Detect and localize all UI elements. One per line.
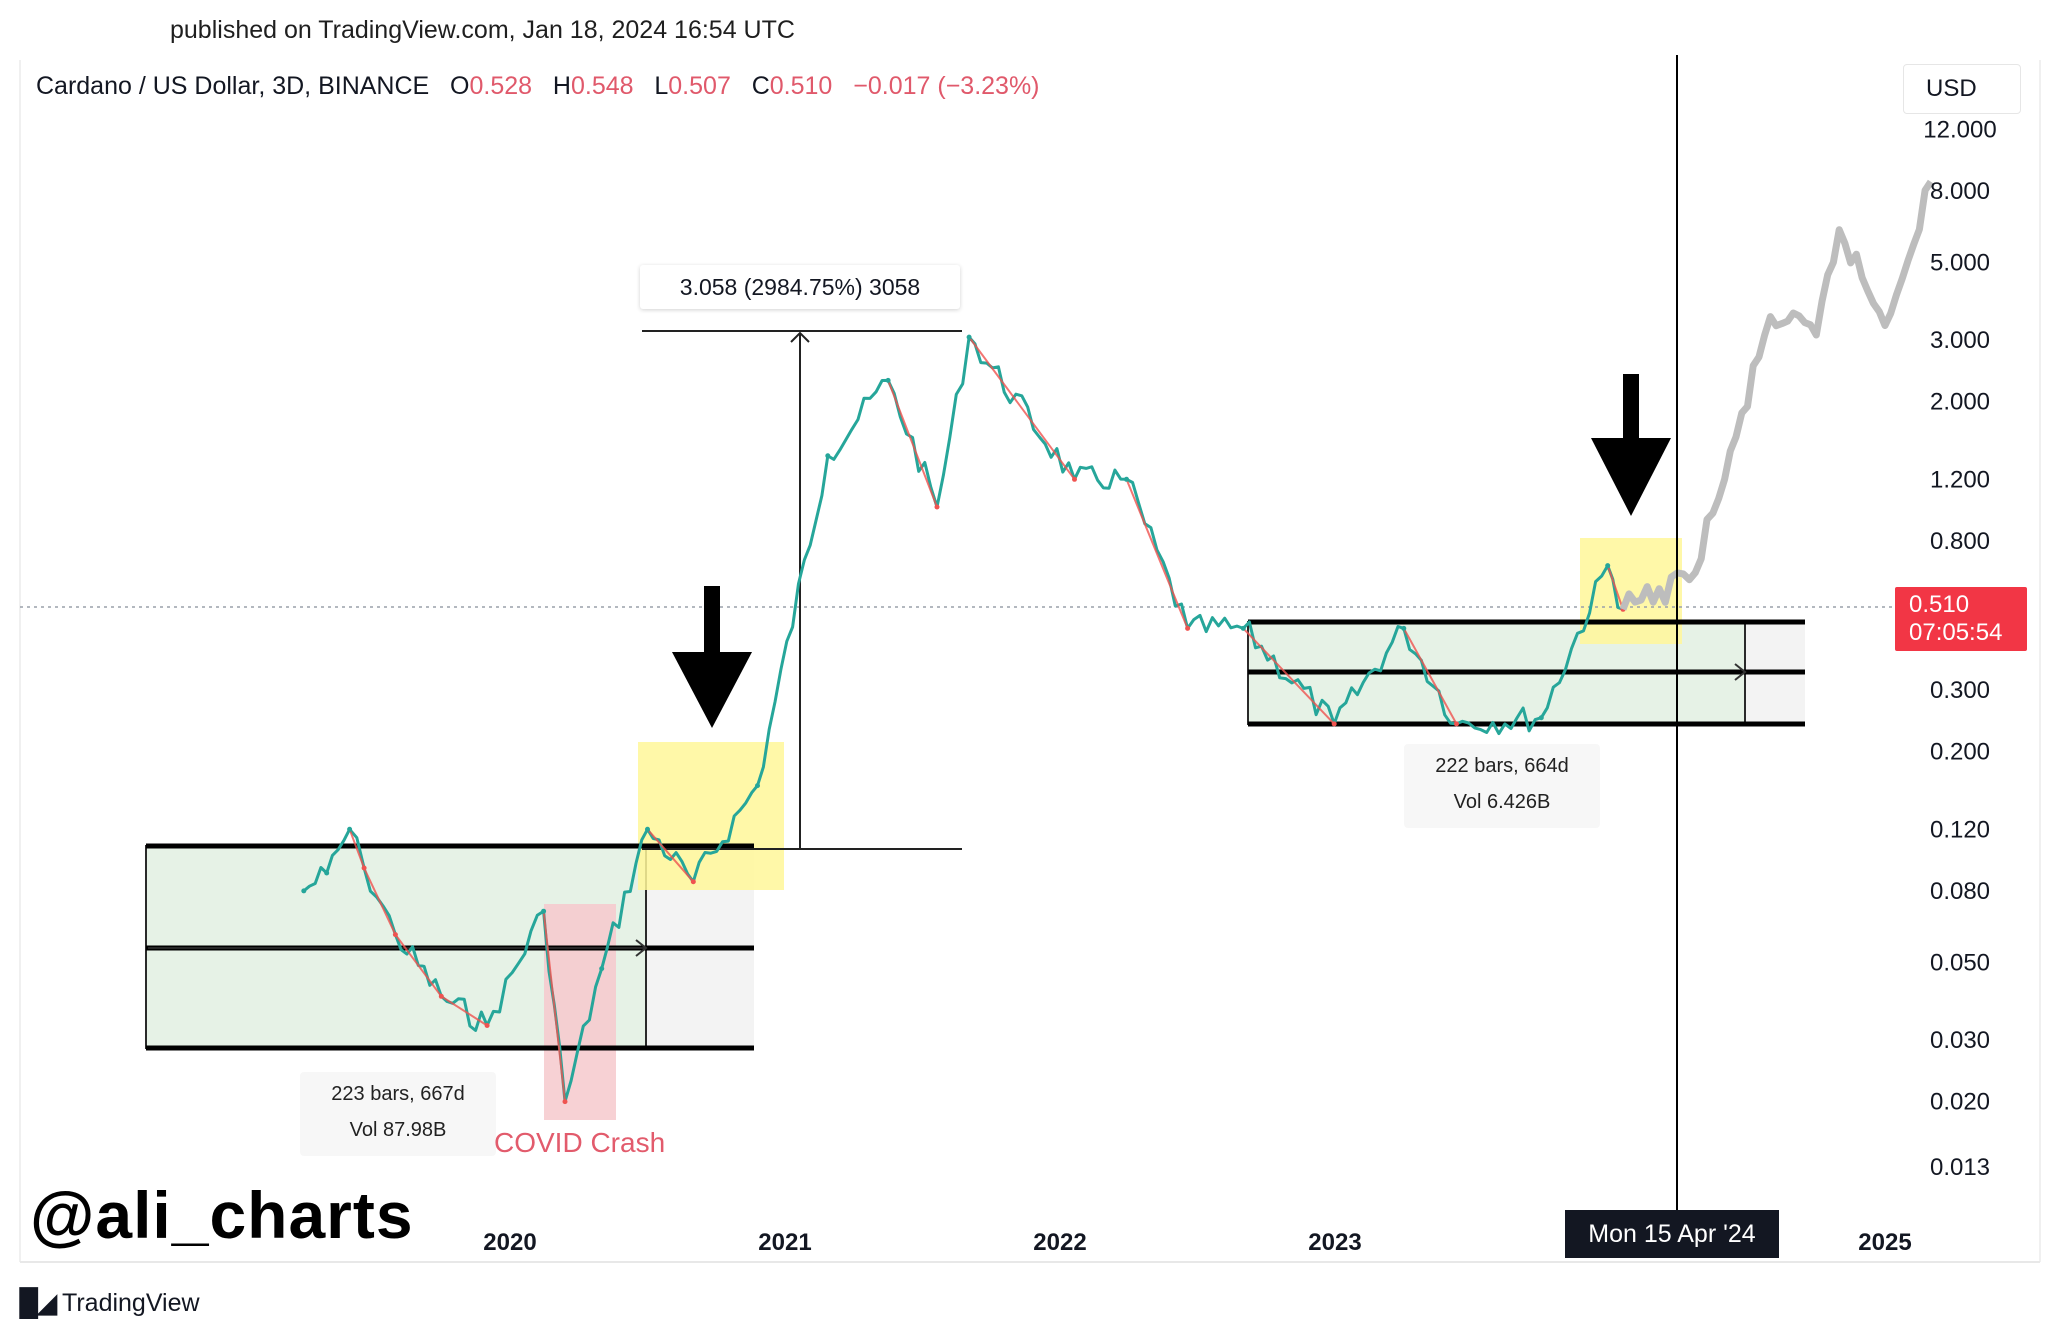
- change-value: −0.017 (−3.23%): [853, 72, 1040, 100]
- down-move-segment: [542, 911, 566, 1102]
- price-tick-label: 0.300: [1930, 677, 1990, 704]
- price-tick-label: 0.050: [1930, 949, 1990, 976]
- time-tick-label: 2021: [758, 1229, 811, 1256]
- open-value: 0.528: [469, 72, 533, 100]
- price-point: [1401, 625, 1407, 631]
- tradingview-brand[interactable]: ▉◢ TradingView: [20, 1288, 200, 1319]
- symbol-legend[interactable]: Cardano / US Dollar, 3D, BINANCE O0.528 …: [36, 72, 1040, 101]
- high-label: H: [552, 72, 571, 100]
- measure-arrowhead: [790, 331, 810, 343]
- published-note: published on TradingView.com, Jan 18, 20…: [170, 16, 795, 44]
- close-label: C: [751, 72, 770, 100]
- measure-label[interactable]: 3.058 (2984.75%) 3058: [640, 265, 960, 309]
- breakout-highlight-1: [638, 742, 784, 890]
- price-point: [690, 879, 696, 885]
- price-tick-label: 0.020: [1930, 1089, 1990, 1116]
- arrow-down-icon: [1591, 374, 1671, 516]
- down-move-segment: [1242, 627, 1335, 725]
- price-point: [324, 870, 330, 876]
- down-move-segment: [1606, 565, 1624, 610]
- price-point: [392, 932, 398, 938]
- price-tick-label: 0.013: [1930, 1154, 1990, 1181]
- down-move-segment: [646, 828, 695, 883]
- range2-bars: 222 bars, 664d: [1435, 755, 1569, 777]
- down-move-segment: [1125, 478, 1189, 629]
- price-tick-label: 8.000: [1930, 178, 1990, 205]
- price-axis[interactable]: 12.000 8.000 5.000 3.000 2.000 1.200 0.800 0.30…: [1923, 116, 1996, 1181]
- currency-selector[interactable]: USD: [1903, 64, 2021, 114]
- current-price-tag: 0.510 07:05:54: [1895, 587, 2027, 651]
- range2-measure-arrowhead: [1734, 663, 1747, 681]
- covid-crash-label: COVID Crash: [494, 1127, 666, 1158]
- price-point: [1124, 476, 1129, 482]
- time-tick-label: 2023: [1308, 1229, 1361, 1256]
- price-point: [825, 453, 831, 459]
- time-tick-label: 2022: [1033, 1229, 1086, 1256]
- price-point: [347, 826, 353, 832]
- high-value: 0.548: [570, 72, 634, 100]
- range2-stats[interactable]: 222 bars, 664d Vol 6.426B: [1404, 744, 1600, 828]
- price-point: [1072, 476, 1077, 482]
- price-point: [562, 1099, 568, 1105]
- price-point: [1240, 625, 1246, 631]
- price-tick-label: 12.000: [1923, 116, 1996, 143]
- range1-volume: Vol 87.98B: [349, 1119, 447, 1141]
- time-tick-label: 2025: [1858, 1229, 1911, 1256]
- price-point: [1185, 625, 1191, 631]
- price-point: [361, 865, 367, 871]
- down-move-segment: [363, 867, 397, 936]
- price-tick-label: 3.000: [1930, 327, 1990, 354]
- price-tick-label: 0.030: [1930, 1027, 1990, 1054]
- low-label: L: [654, 72, 669, 100]
- price-point: [1538, 715, 1544, 721]
- symbol-name: Cardano / US Dollar, 3D, BINANCE: [36, 72, 430, 100]
- current-price-value: 0.510: [1909, 591, 1970, 618]
- price-tick-label: 0.080: [1930, 878, 1990, 905]
- down-move-segment: [348, 828, 366, 869]
- price-point: [541, 908, 547, 914]
- price-tick-label: 2.000: [1930, 389, 1990, 416]
- price-point: [645, 826, 650, 832]
- price-point: [966, 334, 972, 340]
- price-point: [1605, 563, 1611, 569]
- range1-stats[interactable]: 223 bars, 667d Vol 87.98B: [300, 1072, 496, 1156]
- down-move-segment: [440, 995, 488, 1027]
- range1-measure-arrowhead: [635, 939, 648, 957]
- down-move-segment: [887, 380, 938, 508]
- range2-volume: Vol 6.426B: [1453, 791, 1551, 813]
- price-tick-label: 0.120: [1930, 816, 1990, 843]
- author-watermark: @ali_charts: [30, 1178, 414, 1252]
- arrow-down-icon: [672, 586, 752, 728]
- price-tick-label: 0.800: [1930, 528, 1990, 555]
- open-label: O: [450, 72, 470, 100]
- down-move-segment: [394, 934, 443, 997]
- tradingview-logo-icon: ▉◢: [20, 1288, 57, 1318]
- candle-countdown: 07:05:54: [1909, 619, 2003, 646]
- range1-bars: 223 bars, 667d: [331, 1083, 465, 1105]
- price-point: [1454, 721, 1459, 727]
- time-axis[interactable]: 2020 2021 2022 2023 2025: [483, 1229, 1911, 1256]
- price-point: [301, 888, 307, 894]
- price-point: [934, 504, 940, 510]
- price-point: [438, 993, 444, 999]
- price-point: [599, 966, 605, 972]
- crosshair-date-label: Mon 15 Apr '24: [1565, 1210, 1779, 1258]
- down-move-segment: [1402, 627, 1458, 725]
- price-tick-label: 1.200: [1930, 466, 1990, 493]
- price-tick-label: 0.200: [1930, 739, 1990, 766]
- price-point: [484, 1023, 490, 1028]
- close-value: 0.510: [769, 72, 833, 100]
- price-point: [755, 783, 760, 789]
- price-tick-label: 5.000: [1930, 249, 1990, 276]
- time-tick-label: 2020: [483, 1229, 536, 1256]
- price-point: [885, 377, 891, 383]
- low-value: 0.507: [668, 72, 731, 100]
- down-move-segment: [968, 336, 1076, 480]
- price-point: [1331, 721, 1337, 727]
- tradingview-brand-label: TradingView: [62, 1289, 200, 1317]
